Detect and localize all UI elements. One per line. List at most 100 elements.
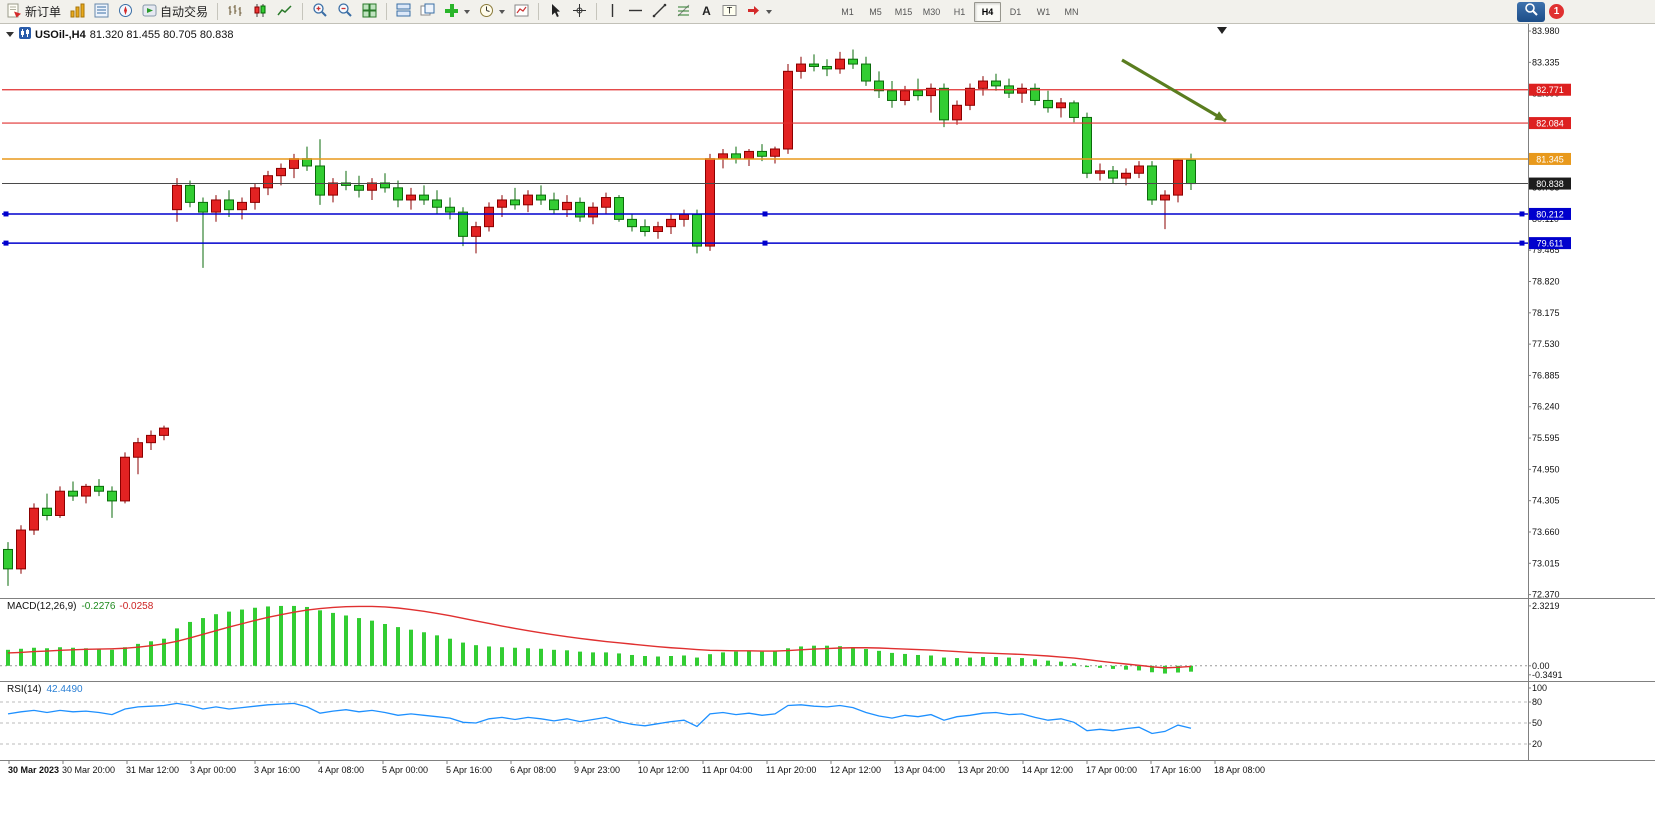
chart-bars-button[interactable]: [223, 1, 247, 23]
timeframe-m5-button[interactable]: M5: [869, 6, 882, 17]
timeframe-mn-button[interactable]: MN: [1064, 6, 1079, 17]
trendline-button[interactable]: [648, 1, 671, 23]
candlesticks: [3, 49, 1196, 586]
macd-value-signal: -0.0258: [119, 601, 154, 612]
navigator-icon: [118, 3, 133, 21]
crosshair-button[interactable]: [568, 1, 591, 23]
shift-marker-icon[interactable]: [1217, 27, 1227, 34]
auto-trading-icon: [142, 3, 157, 21]
cascade-windows-button[interactable]: [416, 1, 439, 23]
timeframe-m15-button[interactable]: M15: [894, 6, 913, 17]
zoom-out-button[interactable]: [333, 1, 357, 23]
new-order-button[interactable]: 新订单: [3, 1, 65, 23]
template-icon: [514, 3, 529, 21]
timeframe-d1-button[interactable]: D1: [1009, 6, 1022, 17]
trend-arrow[interactable]: [1121, 58, 1227, 123]
svg-text:72.370: 72.370: [1532, 590, 1560, 600]
svg-text:11 Apr 04:00: 11 Apr 04:00: [702, 765, 752, 775]
svg-text:78.175: 78.175: [1532, 308, 1560, 318]
ohlc-readout: 81.320 81.455 80.705 80.838: [89, 28, 234, 41]
tile-windows-button[interactable]: [358, 1, 381, 23]
data-window-button[interactable]: [90, 1, 113, 23]
tile-windows-icon: [362, 3, 377, 21]
chevron-down-icon: [499, 9, 506, 14]
price-scale[interactable]: [1528, 24, 1588, 760]
svg-text:74.950: 74.950: [1532, 464, 1560, 474]
arrange-windows-button[interactable]: [392, 1, 415, 23]
fibonacci-icon: [676, 3, 691, 21]
toolbar-separator: [538, 3, 540, 20]
chart-canvas[interactable]: [0, 24, 1528, 598]
zoom-in-icon: [312, 2, 328, 21]
svg-text:76.240: 76.240: [1532, 402, 1560, 412]
svg-text:75.595: 75.595: [1532, 433, 1560, 443]
cursor-button[interactable]: [544, 1, 567, 23]
svg-text:80: 80: [1532, 697, 1542, 707]
svg-text:0.00: 0.00: [1532, 661, 1550, 671]
arrow-shape-icon: [746, 3, 761, 21]
macd-signal-line: [7, 605, 1192, 669]
chart-line-button[interactable]: [273, 1, 297, 23]
time-axis-labels: 30 Mar 2023 30 Mar 20:00 31 Mar 12:00 3 Apr…: [8, 761, 1265, 775]
toolbar-separator: [596, 3, 598, 20]
svg-text:2.3219: 2.3219: [1532, 601, 1560, 611]
indicators-button[interactable]: [440, 1, 474, 23]
chevron-down-icon: [766, 9, 773, 14]
label-tool-button[interactable]: T: [718, 1, 741, 23]
zoom-in-button[interactable]: [308, 1, 332, 23]
templates-button[interactable]: [510, 1, 533, 23]
horizontal-line-button[interactable]: [624, 1, 647, 23]
svg-text:3 Apr 00:00: 3 Apr 00:00: [190, 765, 236, 775]
text-tool-icon: A: [700, 3, 713, 21]
svg-text:14 Apr 12:00: 14 Apr 12:00: [1022, 765, 1073, 775]
svg-text:83.980: 83.980: [1532, 26, 1560, 36]
trendline-icon: [652, 3, 667, 21]
search-button[interactable]: [1517, 1, 1545, 22]
chart-candles-button[interactable]: [248, 1, 272, 23]
rsi-panel[interactable]: [0, 682, 1528, 760]
arrange-windows-icon: [396, 3, 411, 21]
arrows-tool-button[interactable]: [742, 1, 776, 23]
svg-text:4 Apr 08:00: 4 Apr 08:00: [318, 765, 364, 775]
timeframe-w1-button[interactable]: W1: [1036, 6, 1051, 17]
time-axis[interactable]: [0, 760, 1528, 780]
zoom-out-icon: [337, 2, 353, 21]
symbol-header: USOil-,H4 81.320 81.455 80.705 80.838: [6, 27, 233, 42]
new-order-icon: [7, 3, 22, 21]
text-tool-button[interactable]: A: [696, 1, 717, 23]
notification-badge[interactable]: 1: [1549, 4, 1564, 19]
svg-text:30 Mar 2023: 30 Mar 2023: [8, 765, 59, 775]
svg-text:10 Apr 12:00: 10 Apr 12:00: [638, 765, 689, 775]
fibonacci-button[interactable]: [672, 1, 695, 23]
cursor-icon: [548, 3, 563, 21]
price-badges: 82.771 82.084 81.345 80.838 80.212 79.611: [1529, 83, 1571, 250]
svg-text:13 Apr 04:00: 13 Apr 04:00: [894, 765, 945, 775]
svg-text:20: 20: [1532, 739, 1542, 749]
level-lines[interactable]: [2, 89, 1528, 246]
svg-text:77.530: 77.530: [1532, 339, 1560, 349]
svg-text:74.305: 74.305: [1532, 496, 1560, 506]
macd-panel[interactable]: [0, 599, 1528, 681]
timeframe-h1-button[interactable]: H1: [953, 6, 966, 17]
timeframe-m30-button[interactable]: M30: [922, 6, 941, 17]
macd-name: MACD(12,26,9): [7, 601, 77, 612]
market-watch-button[interactable]: [66, 1, 89, 23]
timeframe-m1-button[interactable]: M1: [841, 6, 854, 17]
rsi-label: RSI(14) 42.4490: [7, 684, 83, 695]
svg-text:73.660: 73.660: [1532, 527, 1560, 537]
macd-scale-labels: 2.3219 0.00-0.3491: [1528, 601, 1563, 680]
main-toolbar: 新订单 自动交易: [0, 0, 1655, 24]
text-tool-glyph: A: [702, 4, 711, 18]
new-order-label: 新订单: [25, 5, 62, 19]
periods-button[interactable]: [475, 1, 509, 23]
svg-text:3 Apr 16:00: 3 Apr 16:00: [254, 765, 300, 775]
timeframe-h4-button[interactable]: H4: [974, 1, 1002, 22]
navigator-button[interactable]: [114, 1, 137, 23]
symbol-title: USOil-,H4: [35, 28, 86, 41]
add-indicator-icon: [444, 3, 459, 21]
auto-trading-button[interactable]: 自动交易: [138, 1, 212, 23]
toolbar-separator: [386, 3, 388, 20]
svg-text:5 Apr 16:00: 5 Apr 16:00: [446, 765, 492, 775]
vertical-line-button[interactable]: [602, 1, 623, 23]
collapse-triangle-icon[interactable]: [6, 29, 15, 41]
